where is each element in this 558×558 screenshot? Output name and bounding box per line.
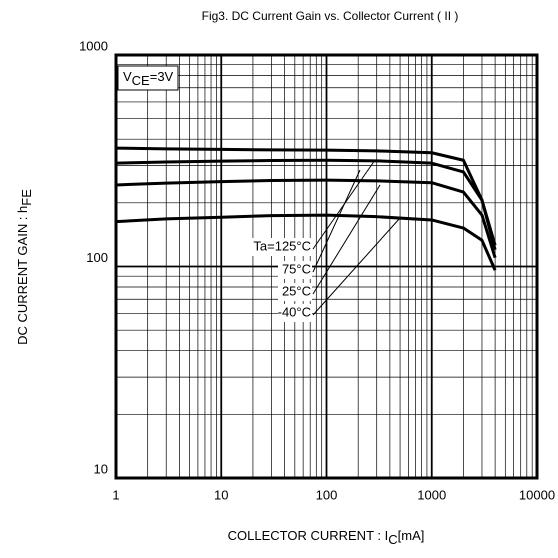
line bbox=[115, 158, 497, 251]
series-label: -40°C bbox=[278, 304, 311, 319]
line bbox=[115, 178, 497, 259]
x-tick-label: 1 bbox=[112, 487, 119, 502]
plot-border bbox=[114, 53, 539, 480]
y-tick-label: 10 bbox=[94, 461, 108, 476]
series-label: 25°C bbox=[282, 283, 311, 298]
series-label: Ta=125°C bbox=[253, 238, 311, 253]
x-tick-label: 1000 bbox=[417, 487, 446, 502]
label-bg bbox=[278, 304, 312, 322]
x-label-unit: [mA] bbox=[398, 528, 425, 543]
leader-line bbox=[312, 217, 401, 316]
leader-line bbox=[312, 184, 381, 295]
condition-value: =3V bbox=[150, 69, 174, 84]
y-tick-label: 100 bbox=[86, 250, 108, 265]
chart-title: Fig3. DC Current Gain vs. Collector Curr… bbox=[202, 9, 459, 23]
x-label-sub: C bbox=[388, 532, 397, 547]
condition-text: V bbox=[123, 69, 132, 84]
condition-label: VCE=3V bbox=[123, 69, 174, 88]
line bbox=[115, 213, 497, 271]
x-tick-label: 10000 bbox=[519, 487, 555, 502]
x-label-text: COLLECTOR CURRENT : I bbox=[228, 528, 389, 543]
condition-sub: CE bbox=[132, 73, 150, 88]
label-bg bbox=[278, 283, 312, 301]
x-axis-label: COLLECTOR CURRENT : IC[mA] bbox=[228, 528, 425, 547]
series-label: 75°C bbox=[282, 261, 311, 276]
leader-line bbox=[312, 169, 361, 273]
y-axis-label: DC CURRENT GAIN : hFE bbox=[15, 189, 34, 345]
x-tick-label: 100 bbox=[316, 487, 338, 502]
label-bg bbox=[278, 261, 312, 279]
plot-area bbox=[114, 53, 539, 480]
y-tick-label: 1000 bbox=[79, 38, 108, 53]
label-bg bbox=[246, 238, 312, 256]
line bbox=[115, 146, 497, 246]
condition-box bbox=[117, 65, 179, 91]
x-tick-label: 10 bbox=[214, 487, 228, 502]
y-label-sub: FE bbox=[19, 189, 34, 206]
y-label-text: DC CURRENT GAIN : h bbox=[15, 206, 30, 345]
